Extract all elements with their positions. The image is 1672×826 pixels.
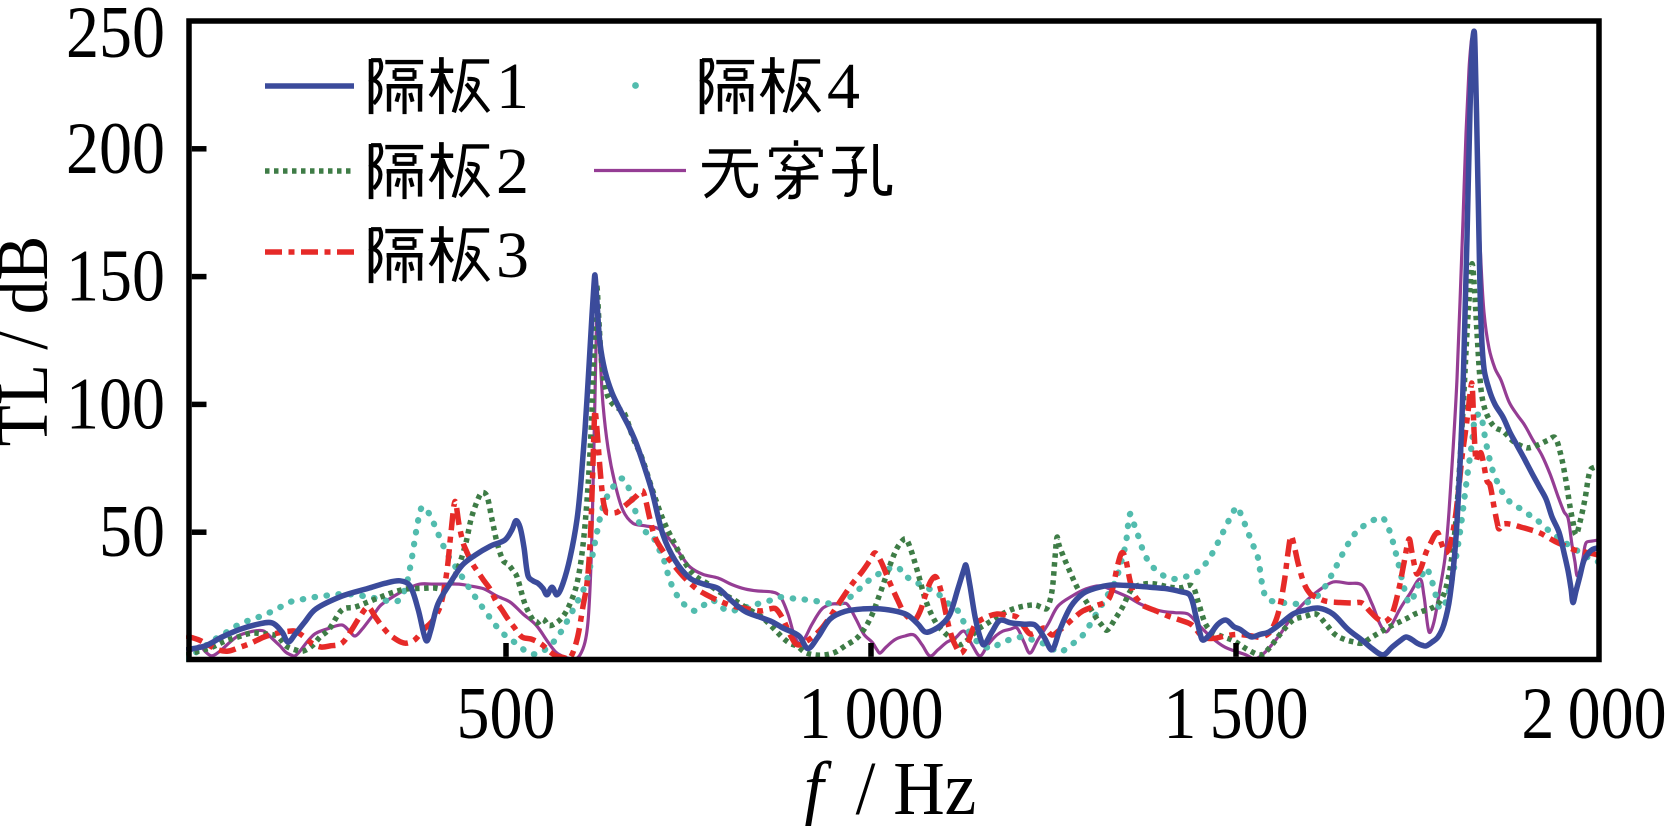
- svg-text:500: 500: [457, 672, 556, 755]
- svg-text:2: 2: [496, 135, 529, 208]
- svg-text:250: 250: [66, 0, 165, 74]
- svg-text:200: 200: [66, 107, 165, 190]
- svg-text:4: 4: [827, 50, 860, 123]
- svg-text:3: 3: [496, 219, 529, 292]
- svg-text:100: 100: [66, 363, 165, 446]
- svg-text:1: 1: [496, 50, 529, 123]
- svg-text:2 000: 2 000: [1521, 672, 1666, 755]
- svg-text:f / Hz: f / Hz: [804, 746, 977, 826]
- svg-text:TL / dB: TL / dB: [0, 236, 64, 447]
- svg-text:150: 150: [66, 235, 165, 318]
- svg-text:1 500: 1 500: [1163, 672, 1308, 755]
- svg-text:1 000: 1 000: [798, 672, 943, 755]
- svg-text:50: 50: [99, 491, 165, 574]
